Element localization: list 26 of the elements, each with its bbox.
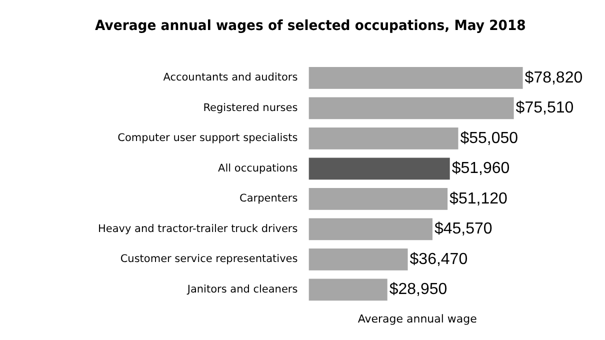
data-label: $36,470 [410, 250, 468, 268]
bar [308, 158, 450, 180]
bar [308, 67, 523, 89]
bar [308, 218, 432, 240]
chart-title: Average annual wages of selected occupations, May 2018 [95, 18, 526, 34]
data-label: $75,510 [516, 100, 574, 117]
bar [308, 278, 388, 301]
y-tick-label: Registered nurses [203, 102, 298, 114]
data-label: $78,820 [524, 69, 583, 86]
y-tick-label: Janitors and cleaners [186, 283, 298, 296]
y-tick-label: Computer user support specialists [118, 132, 298, 144]
y-tick-label: Accountants and auditors [163, 72, 298, 84]
bar [308, 248, 408, 270]
y-tick-label: All occupations [218, 162, 298, 174]
bar [308, 97, 514, 120]
y-tick-label: Heavy and tractor-trailer truck drivers [98, 222, 298, 235]
bar [308, 188, 448, 210]
data-label: $55,050 [460, 130, 518, 147]
data-label: $28,950 [389, 281, 448, 298]
y-tick-label: Carpenters [239, 192, 298, 205]
data-label: $45,570 [434, 220, 492, 238]
bar [308, 128, 458, 150]
data-label: $51,120 [450, 190, 508, 208]
y-tick-label: Customer service representatives [120, 253, 298, 266]
data-label: $51,960 [452, 160, 510, 178]
x-axis-title: Average annual wage [358, 312, 478, 326]
